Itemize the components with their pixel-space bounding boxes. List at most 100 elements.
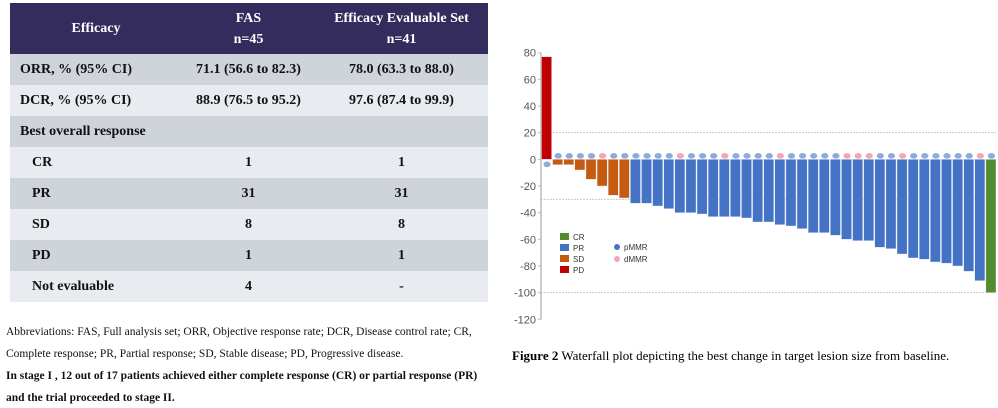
cell-label: ORR, % (95% CI) — [10, 54, 182, 85]
y-tick-label: 80 — [524, 48, 536, 60]
dot-pmmr — [910, 153, 918, 159]
dot-pmmr — [543, 161, 551, 168]
cell-ees — [314, 116, 488, 147]
header-fas: FAS n=45 — [181, 3, 315, 54]
bar-sd — [585, 159, 597, 180]
cell-fas: 1 — [181, 147, 315, 178]
cell-ees: - — [314, 271, 488, 302]
bar-pr — [963, 159, 974, 272]
abbreviations-line-1: Abbreviations: FAS, Full analysis set; O… — [6, 326, 472, 338]
dot-dmmr — [976, 153, 984, 159]
dot-dmmr — [843, 153, 851, 159]
stage-note-line-1: In stage I , 12 out of 17 patients achie… — [6, 370, 478, 382]
dot-pmmr — [587, 153, 596, 159]
dot-pmmr — [987, 153, 996, 159]
bar-sd — [563, 159, 575, 165]
bar-pr — [974, 159, 986, 281]
legend-label-dmmr: dMMR — [624, 255, 648, 264]
cell-fas: 31 — [181, 178, 315, 209]
dot-pmmr — [832, 153, 840, 159]
cell-fas — [181, 116, 315, 147]
bar-pr — [807, 159, 819, 233]
dot-pmmr — [798, 153, 807, 159]
legend-label-sd: SD — [573, 255, 584, 264]
table-row: PR 31 31 — [10, 178, 488, 209]
header-efficacy: Efficacy — [10, 3, 182, 54]
cell-label: SD — [10, 209, 182, 240]
bar-pr — [907, 159, 919, 259]
y-tick-label: -100 — [514, 288, 536, 300]
dot-pmmr — [576, 153, 584, 159]
bar-pr — [741, 159, 752, 219]
dot-pmmr — [887, 153, 896, 159]
table-row: Best overall response — [10, 116, 488, 147]
dot-pmmr — [654, 153, 662, 159]
dot-pmmr — [698, 153, 707, 159]
cell-ees: 1 — [314, 240, 488, 271]
cell-ees: 97.6 (87.4 to 99.9) — [314, 85, 488, 116]
y-tick-label: -40 — [520, 208, 536, 220]
dot-pmmr — [932, 153, 940, 159]
dot-pmmr — [710, 153, 718, 159]
bar-pr — [919, 159, 930, 260]
dot-dmmr — [854, 153, 862, 159]
bar-pr — [752, 159, 763, 223]
waterfall-plot: 80 60 40 20 0 -20 -40 -60 -80 -100 -120 CR PR SD PD pMM… — [514, 48, 997, 326]
y-tick-label: 0 — [530, 154, 536, 166]
dot-pmmr — [565, 153, 573, 159]
dot-pmmr — [810, 153, 818, 159]
bar-pr — [696, 159, 708, 215]
dot-pmmr — [665, 153, 673, 159]
legend-swatch-pr — [560, 244, 569, 251]
caption-text: Waterfall plot depicting the best change… — [558, 348, 950, 363]
dot-pmmr — [610, 153, 618, 159]
dot-pmmr — [765, 153, 773, 159]
bar-pr — [763, 159, 775, 223]
cell-ees: 1 — [314, 147, 488, 178]
legend-dot-pmmr — [614, 244, 620, 250]
dot-dmmr — [676, 153, 684, 159]
bar-pr — [941, 159, 952, 264]
table-row: CR 1 1 — [10, 147, 488, 178]
dot-pmmr — [754, 153, 762, 159]
dot-pmmr — [643, 153, 651, 159]
bar-pr — [663, 159, 675, 209]
bar-pr — [785, 159, 797, 227]
abbreviations-line-2: Complete response; PR, Partial response;… — [6, 348, 404, 360]
bar-pr — [774, 159, 786, 225]
bar-pr — [852, 159, 863, 241]
bar-pr — [707, 159, 719, 217]
y-tick-label: -80 — [520, 261, 536, 273]
dot-pmmr — [954, 153, 962, 159]
bar-pr — [652, 159, 663, 207]
dot-pmmr — [876, 153, 884, 159]
y-tick-label: 20 — [524, 128, 536, 140]
bar-sd — [619, 159, 630, 199]
dot-dmmr — [898, 153, 907, 159]
dot-pmmr — [621, 153, 629, 159]
dot-pmmr — [732, 153, 740, 159]
legend-swatch-sd — [560, 255, 569, 262]
table-header: Efficacy FAS n=45 Efficacy Evaluable Set n… — [10, 3, 488, 54]
dot-pmmr — [554, 153, 562, 159]
cell-fas: 8 — [181, 209, 315, 240]
dot-pmmr — [821, 153, 829, 159]
dot-pmmr — [921, 153, 929, 159]
cell-ees: 78.0 (63.3 to 88.0) — [314, 54, 488, 85]
bar-pr — [863, 159, 874, 241]
bar-pr — [874, 159, 886, 248]
y-tick-label: -20 — [520, 181, 536, 193]
bar-pr — [641, 159, 652, 204]
dot-pmmr — [687, 153, 696, 159]
dot-dmmr — [599, 153, 607, 159]
bar-pr — [885, 159, 897, 249]
bar-cr — [985, 159, 997, 293]
legend-swatch-pd — [560, 266, 569, 273]
bar-pr — [730, 159, 741, 217]
bar-pr — [841, 159, 852, 240]
figure-label: Figure 2 — [512, 348, 559, 363]
y-tick-label: 60 — [524, 74, 536, 86]
y-tick-label: 40 — [524, 101, 536, 113]
bar-sd — [607, 159, 619, 196]
bar-pr — [819, 159, 830, 233]
